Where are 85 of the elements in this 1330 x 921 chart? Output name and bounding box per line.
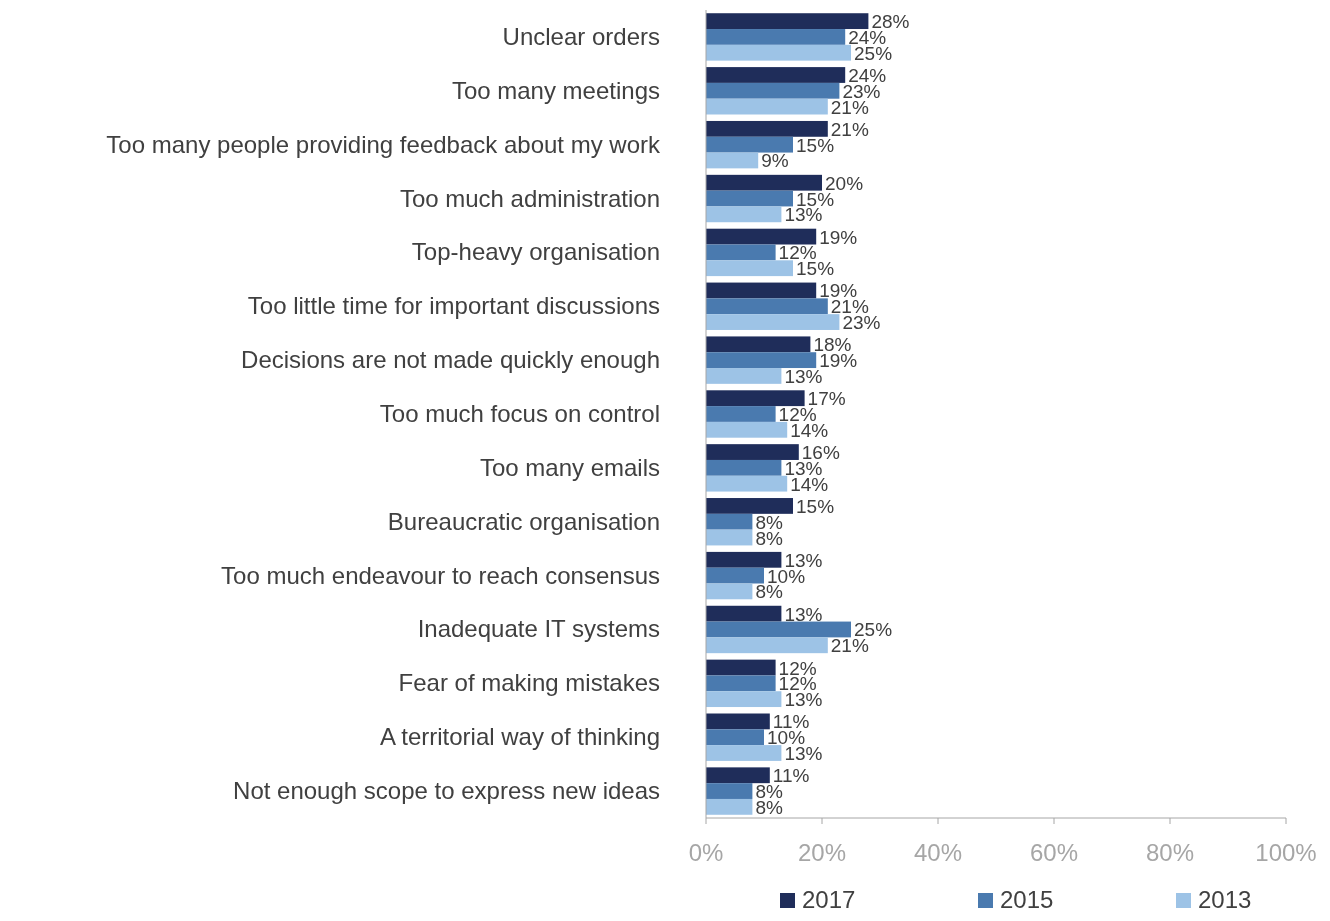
bar: [706, 637, 828, 654]
bar: [706, 551, 782, 568]
y-tick-label: Too many emails: [479, 453, 660, 481]
data-label: 24%: [848, 65, 887, 86]
bar: [706, 298, 828, 315]
bar: [706, 498, 793, 514]
data-label: 9%: [761, 150, 789, 172]
bar: [706, 120, 828, 137]
bar: [706, 406, 776, 422]
bar: [706, 314, 840, 330]
y-tick-label: Unclear orders: [502, 22, 660, 50]
bar: [706, 475, 788, 492]
bar: [706, 767, 770, 784]
bar: [706, 444, 799, 460]
data-label: 13%: [784, 743, 823, 764]
bar: [706, 421, 788, 438]
bar: [706, 152, 759, 169]
bar: [706, 136, 793, 153]
x-tick-label: 40%: [913, 839, 963, 866]
bar: [706, 745, 782, 761]
bar: [706, 174, 822, 191]
bar: [706, 713, 770, 730]
bar: [706, 729, 764, 746]
data-label: 19%: [819, 350, 858, 372]
data-label: 12%: [778, 404, 817, 425]
bar: [706, 605, 782, 622]
bar: [706, 44, 851, 61]
bar: [706, 260, 793, 277]
y-tick-label: Not enough scope to express new ideas: [233, 777, 660, 805]
bar: [706, 783, 753, 799]
bar: [706, 513, 753, 530]
y-tick-label: Decisions are not made quickly enough: [241, 346, 660, 374]
bar: [706, 336, 811, 353]
y-tick-label: Too much focus on control: [379, 400, 660, 427]
y-tick-label: A territorial way of thinking: [379, 723, 660, 751]
x-tick-label: 80%: [1145, 839, 1195, 866]
data-label: 13%: [784, 689, 823, 711]
bar: [706, 798, 753, 815]
bar: [706, 282, 817, 299]
data-label: 20%: [825, 172, 864, 194]
bar: [706, 659, 776, 676]
bar: [706, 13, 869, 30]
data-label: 21%: [830, 118, 869, 140]
bar: [706, 228, 817, 245]
bar: [706, 529, 753, 546]
bar: [706, 621, 851, 638]
data-label: 15%: [796, 258, 835, 280]
data-label: 21%: [830, 635, 869, 657]
legend-label: 2013: [1198, 886, 1252, 913]
data-label: 15%: [796, 495, 835, 517]
bar: [706, 691, 782, 708]
bar: [706, 98, 828, 115]
y-tick-label: Too little time for important discussions: [247, 292, 660, 320]
y-tick-label: Top-heavy organisation: [411, 238, 660, 266]
data-label: 13%: [784, 603, 823, 625]
y-tick-label: Bureaucratic organisation: [387, 507, 660, 535]
bar: [706, 29, 846, 45]
bar: [706, 675, 776, 692]
bar: [706, 206, 782, 223]
bar: [706, 368, 782, 384]
bar: [706, 82, 840, 99]
data-label: 8%: [755, 511, 783, 533]
data-label: 13%: [784, 549, 823, 571]
y-tick-label: Too much endeavour to reach consensus: [221, 561, 660, 589]
x-tick-label: 60%: [1029, 839, 1079, 866]
bar: [706, 67, 846, 83]
x-tick-label: 0%: [688, 839, 724, 866]
y-tick-label: Inadequate IT systems: [417, 615, 660, 643]
x-tick-label: 100%: [1255, 839, 1317, 866]
data-label: 23%: [842, 312, 881, 334]
bar: [706, 244, 776, 261]
y-tick-label: Too many meetings: [451, 76, 660, 104]
y-tick-label: Fear of making mistakes: [398, 669, 660, 697]
bar: [706, 583, 753, 600]
x-tick-label: 20%: [797, 839, 847, 866]
y-tick-label: Too much administration: [399, 184, 660, 212]
data-label: 19%: [819, 226, 858, 248]
bar: [706, 190, 793, 207]
bar: [706, 459, 782, 476]
bar: [706, 390, 805, 407]
legend-label: 2017: [802, 886, 856, 913]
bar: [706, 352, 817, 369]
bar: [706, 567, 764, 584]
y-tick-label: Too many people providing feedback about my work: [106, 130, 661, 158]
legend-label: 2015: [1000, 886, 1054, 913]
